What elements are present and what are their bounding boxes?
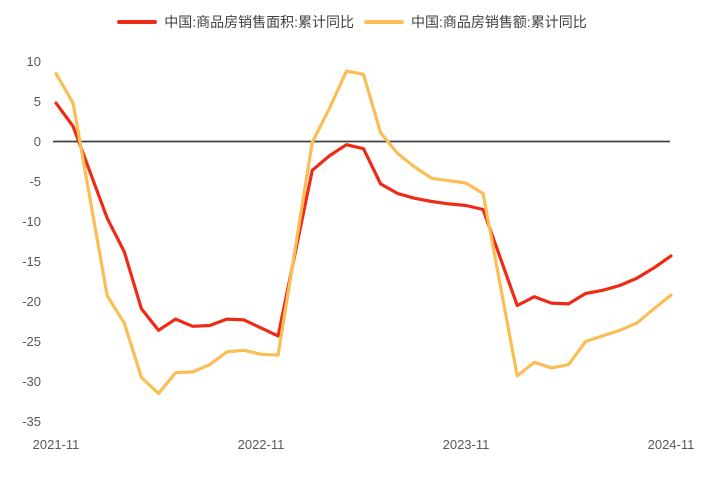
x-axis-tick-label: 2022-11 [237,437,285,452]
legend-label-sales-area: 中国:商品房销售面积:累计同比 [164,14,354,30]
x-axis-tick-label: 2023-11 [442,437,490,452]
y-axis-tick-label: -25 [22,333,41,349]
chart-legend: 中国:商品房销售面积:累计同比 中国:商品房销售额:累计同比 [0,12,704,32]
series-line-sales-amount [54,69,673,396]
legend-swatch-sales-area-icon [117,20,158,24]
y-axis-tick-label: 10 [26,53,41,69]
y-axis-tick-label: -15 [22,253,41,269]
y-axis-tick-label: 0 [33,133,41,149]
legend-label-sales-amount: 中国:商品房销售额:累计同比 [411,14,587,30]
y-axis-tick-label: -30 [22,373,41,389]
x-axis-tick-label: 2024-11 [647,437,695,452]
legend-item-sales-amount[interactable]: 中国:商品房销售额:累计同比 [364,12,587,32]
y-axis-tick-label: 5 [33,93,41,109]
legend-item-sales-area[interactable]: 中国:商品房销售面积:累计同比 [117,12,354,32]
legend-swatch-sales-amount-icon [364,20,404,24]
y-axis-tick-label: -35 [22,413,41,429]
y-axis-tick-label: -20 [22,293,41,309]
y-axis-tick-label: -10 [22,213,41,229]
x-axis-tick-label: 2021-11 [32,437,80,452]
series-line-sales-area [54,101,673,338]
y-axis-tick-label: -5 [29,173,41,189]
